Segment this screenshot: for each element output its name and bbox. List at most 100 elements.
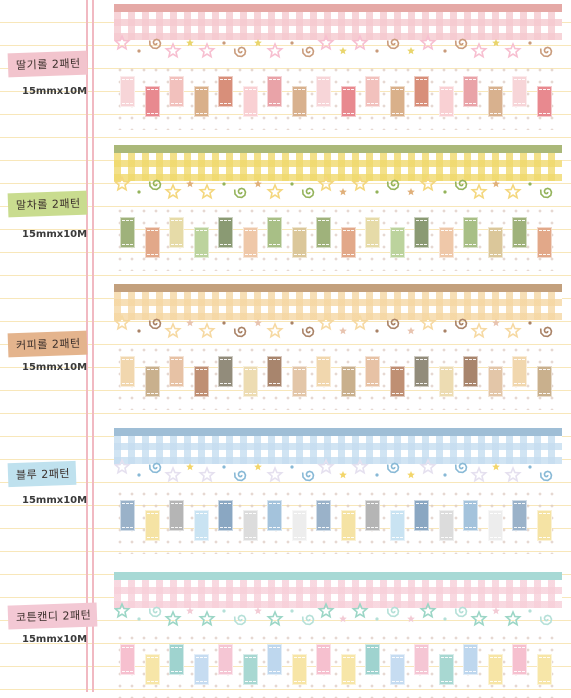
spiral-icon [233, 326, 247, 338]
tape-pattern-tabs [114, 205, 562, 271]
star-icon [114, 174, 131, 192]
dot-icon [222, 465, 226, 469]
tape-tab [193, 366, 209, 397]
dot-icon [137, 190, 141, 194]
dot-icon [443, 617, 447, 621]
product-size-cotton-candy: 15mmx10M [22, 634, 88, 645]
spiral-icon [454, 462, 468, 474]
tape-tab [463, 76, 478, 107]
dot-icon [375, 49, 379, 53]
spiral-icon [148, 38, 162, 50]
tape-tab [169, 356, 184, 387]
small-star-icon [339, 327, 347, 335]
spiral-icon [539, 470, 553, 482]
small-star-icon [186, 463, 194, 471]
tape-tab [316, 500, 331, 531]
spiral-icon [454, 318, 468, 330]
dot-icon [137, 473, 141, 477]
tape-tab [414, 217, 429, 248]
star-icon [351, 313, 369, 331]
tape-tab [169, 500, 184, 531]
star-icon [351, 174, 369, 192]
product-size-strawberry: 15mmx10M [22, 86, 88, 97]
tape-tab [218, 76, 233, 107]
tape-tab [218, 644, 233, 675]
spiral-icon [301, 326, 315, 338]
product-label-cotton-candy: 코튼캔디 2패턴 [7, 602, 98, 630]
tape-tab [144, 366, 160, 397]
small-star-icon [254, 319, 262, 327]
dot-icon [222, 41, 226, 45]
star-icon [419, 457, 437, 475]
star-icon [419, 601, 437, 619]
dot-icon [528, 609, 532, 613]
tape-tab [193, 654, 209, 685]
tape-tab [218, 500, 233, 531]
spiral-icon [454, 606, 468, 618]
tape-tab [536, 366, 552, 397]
product-size-matcha: 15mmx10M [22, 229, 88, 240]
small-star-icon [254, 180, 262, 188]
tape-tab [340, 86, 356, 117]
dot-icon [375, 617, 379, 621]
tape-star-pattern [114, 457, 553, 483]
tape-tab [144, 654, 160, 685]
tape-tab [144, 227, 160, 258]
star-icon [419, 313, 437, 331]
tape-tab [438, 366, 454, 397]
tape-tab [463, 500, 478, 531]
small-star-icon [339, 615, 347, 623]
tape-tab [218, 217, 233, 248]
star-icon [198, 321, 216, 339]
product-label-coffee: 커피롤 2패턴 [7, 330, 88, 358]
star-icon [266, 465, 284, 483]
star-icon [164, 41, 182, 59]
tape-tab [316, 356, 331, 387]
tape-tab [365, 356, 380, 387]
tape-tab [438, 227, 454, 258]
tape-tab [365, 217, 380, 248]
tape-tab [365, 644, 380, 675]
tape-tab [291, 366, 307, 397]
star-icon [317, 601, 335, 619]
small-star-icon [339, 471, 347, 479]
tape-tab [267, 500, 282, 531]
tape-star-pattern [114, 33, 553, 59]
dot-icon [222, 182, 226, 186]
spiral-icon [301, 614, 315, 626]
tape-tab [463, 644, 478, 675]
small-star-icon [407, 327, 415, 335]
tape-tab [389, 227, 405, 258]
tape-tab [414, 500, 429, 531]
product-label-strawberry: 딸기롤 2패턴 [7, 50, 88, 78]
star-icon [266, 321, 284, 339]
tape-tab [487, 227, 503, 258]
star-icon [351, 33, 369, 51]
star-icon [504, 465, 522, 483]
star-icon [266, 609, 284, 627]
small-star-icon [254, 463, 262, 471]
small-star-icon [492, 463, 500, 471]
notebook-margin-line [86, 0, 88, 692]
dot-icon [443, 190, 447, 194]
tape-tab [267, 644, 282, 675]
star-icon [351, 601, 369, 619]
tape-tab [512, 217, 527, 248]
tape-tab [438, 654, 454, 685]
tape-tab [340, 510, 356, 541]
tape-tab [242, 227, 258, 258]
star-icon [198, 41, 216, 59]
spiral-icon [148, 179, 162, 191]
small-star-icon [186, 319, 194, 327]
small-star-icon [492, 39, 500, 47]
tape-tab [536, 227, 552, 258]
tape-tab [218, 356, 233, 387]
tape-tab [389, 654, 405, 685]
tape-tab [487, 510, 503, 541]
star-icon [470, 465, 488, 483]
product-size-blue: 15mmx10M [22, 495, 88, 506]
dot-icon [528, 182, 532, 186]
tape-tab [536, 654, 552, 685]
small-star-icon [492, 180, 500, 188]
tape-tab [120, 76, 135, 107]
